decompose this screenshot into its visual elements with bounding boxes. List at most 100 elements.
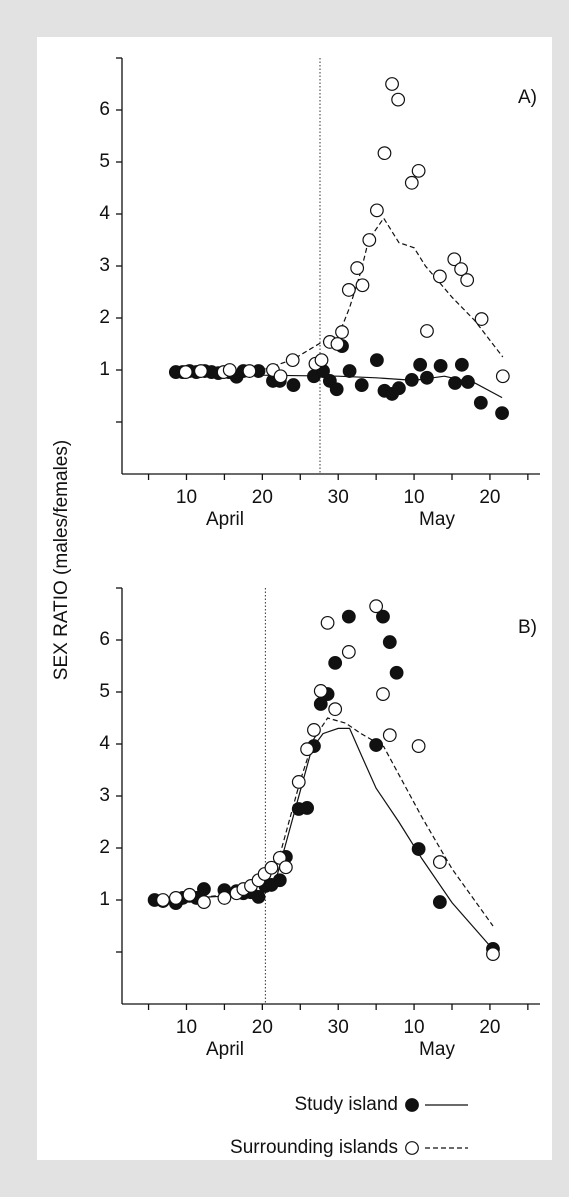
data-point: [251, 889, 266, 904]
panel-background: [37, 37, 552, 1160]
data-point: [328, 655, 343, 670]
y-tick-label: 4: [99, 203, 110, 224]
data-point: [474, 312, 489, 326]
x-group-label: April: [206, 1039, 244, 1060]
data-point: [391, 381, 406, 396]
data-point: [404, 175, 419, 190]
x-tick-label: 20: [252, 1017, 273, 1038]
data-point: [495, 369, 510, 384]
data-point: [193, 364, 208, 378]
data-point: [197, 882, 211, 896]
x-group-label: May: [419, 1039, 455, 1060]
data-point: [320, 615, 335, 630]
data-point: [178, 365, 193, 379]
data-point: [377, 146, 392, 161]
data-point: [242, 364, 257, 378]
y-axis-label: SEX RATIO (males/females): [51, 440, 72, 680]
data-point: [433, 358, 448, 373]
data-point: [341, 609, 356, 624]
data-point: [448, 376, 462, 390]
data-point: [300, 801, 315, 815]
y-tick-label: 5: [99, 151, 110, 172]
data-point: [454, 262, 469, 277]
y-tick-label: 4: [99, 733, 110, 754]
data-point: [314, 353, 329, 368]
x-tick-label: 10: [176, 487, 197, 508]
data-point: [461, 375, 475, 389]
y-tick-label: 1: [99, 359, 110, 380]
data-point: [168, 891, 183, 905]
data-point: [350, 261, 365, 275]
data-point: [291, 775, 306, 789]
y-tick-label: 5: [99, 681, 110, 702]
x-group-label: April: [206, 509, 244, 530]
data-point: [341, 645, 356, 659]
data-point: [382, 635, 397, 649]
y-tick-label: 3: [99, 255, 110, 276]
data-point: [355, 278, 370, 293]
data-point: [369, 738, 384, 752]
data-point: [264, 860, 279, 875]
x-tick-label: 10: [403, 1017, 424, 1038]
data-point: [335, 325, 349, 339]
panel-label: B): [518, 617, 537, 638]
y-tick-label: 2: [99, 837, 110, 858]
data-point: [222, 363, 237, 377]
data-point: [447, 252, 462, 267]
data-point: [389, 665, 404, 680]
data-point: [376, 609, 390, 624]
legend-label: Study island: [294, 1094, 398, 1115]
data-point: [342, 364, 357, 378]
x-tick-label: 20: [479, 1017, 500, 1038]
data-point: [420, 370, 434, 385]
data-point: [369, 599, 384, 614]
data-point: [460, 273, 475, 287]
x-tick-label: 20: [479, 487, 500, 508]
x-tick-label: 10: [176, 1017, 197, 1038]
data-point: [432, 269, 447, 284]
data-point: [197, 895, 211, 909]
data-point: [341, 283, 356, 297]
data-point: [376, 687, 390, 701]
panel-label: A): [518, 87, 537, 108]
data-point: [354, 378, 369, 392]
data-point: [420, 324, 434, 338]
data-point: [369, 203, 384, 218]
data-point: [182, 887, 197, 902]
data-point: [285, 353, 300, 368]
y-tick-label: 2: [99, 307, 110, 328]
data-point: [404, 372, 419, 387]
data-point: [385, 77, 399, 91]
y-tick-label: 1: [99, 889, 110, 910]
legend-marker: [405, 1098, 419, 1112]
data-point: [156, 893, 170, 907]
y-tick-label: 6: [99, 99, 110, 120]
data-point: [432, 895, 447, 909]
x-group-label: May: [419, 509, 455, 530]
data-point: [369, 353, 384, 368]
legend-label: Surrounding islands: [230, 1137, 398, 1158]
x-tick-label: 20: [252, 487, 273, 508]
data-point: [362, 233, 377, 247]
data-point: [278, 860, 293, 875]
data-point: [329, 382, 344, 397]
data-point: [273, 369, 288, 384]
y-tick-label: 6: [99, 629, 110, 650]
legend-marker: [405, 1141, 419, 1155]
y-tick-label: 3: [99, 785, 110, 806]
data-point: [307, 723, 321, 737]
data-point: [382, 728, 397, 743]
data-point: [454, 357, 469, 372]
x-tick-label: 30: [328, 487, 349, 508]
data-point: [413, 357, 428, 372]
data-point: [411, 739, 426, 753]
data-point: [330, 337, 345, 351]
data-point: [313, 684, 328, 698]
x-tick-label: 30: [328, 1017, 349, 1038]
data-point: [473, 395, 488, 410]
x-tick-label: 10: [403, 487, 424, 508]
data-point: [328, 702, 343, 717]
data-point: [391, 92, 406, 107]
